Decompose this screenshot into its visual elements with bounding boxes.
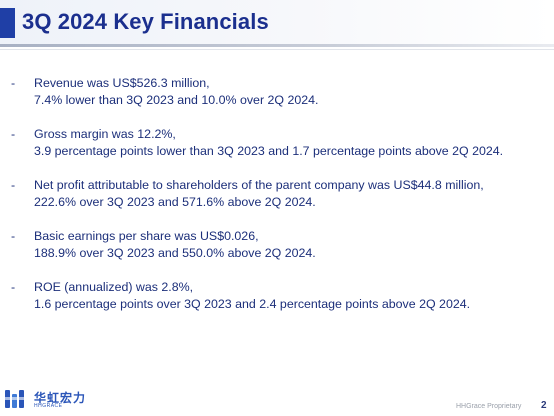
bullet-line: ROE (annualized) was 2.8%, xyxy=(34,280,194,294)
bullet-line: Gross margin was 12.2%, xyxy=(34,127,176,141)
bullet-line: 1.6 percentage points over 3Q 2023 and 2… xyxy=(34,297,471,311)
title-divider xyxy=(0,44,554,47)
title-bar: 3Q 2024 Key Financials xyxy=(0,0,554,44)
bullet-line: 188.9% over 3Q 2023 and 550.0% above 2Q … xyxy=(34,246,316,260)
bullet-gross-margin: - Gross margin was 12.2%, 3.9 percentage… xyxy=(8,126,548,160)
logo-mark-icon xyxy=(5,390,24,408)
company-logo: 华虹宏力 HHGRACE xyxy=(4,388,104,412)
bullet-revenue: - Revenue was US$526.3 million, 7.4% low… xyxy=(8,75,548,109)
slide-title: 3Q 2024 Key Financials xyxy=(22,9,269,34)
logo-text: 华虹宏力 xyxy=(34,391,87,405)
bullet-marker: - xyxy=(11,76,16,90)
footer-proprietary: HHGrace Proprietary xyxy=(456,403,522,410)
bullet-line: Net profit attributable to shareholders … xyxy=(34,178,484,192)
bullet-marker: - xyxy=(11,229,16,243)
bullet-roe: - ROE (annualized) was 2.8%, 1.6 percent… xyxy=(8,279,548,313)
bullet-line: 3.9 percentage points lower than 3Q 2023… xyxy=(34,144,504,158)
bullet-list: - Revenue was US$526.3 million, 7.4% low… xyxy=(8,75,548,330)
bullet-line: 7.4% lower than 3Q 2023 and 10.0% over 2… xyxy=(34,93,319,107)
bullet-net-profit: - Net profit attributable to shareholder… xyxy=(8,177,548,211)
bullet-marker: - xyxy=(11,280,16,294)
bullet-line: Basic earnings per share was US$0.026, xyxy=(34,229,259,243)
bullet-line: 222.6% over 3Q 2023 and 571.6% above 2Q … xyxy=(34,195,316,209)
title-accent-bar xyxy=(0,8,15,38)
bullet-marker: - xyxy=(11,127,16,141)
page-number: 2 xyxy=(541,400,547,411)
bullet-eps: - Basic earnings per share was US$0.026,… xyxy=(8,228,548,262)
bullet-marker: - xyxy=(11,178,16,192)
title-divider-thin xyxy=(0,49,554,50)
logo-subtext: HHGRACE xyxy=(34,403,63,409)
bullet-line: Revenue was US$526.3 million, xyxy=(34,76,210,90)
